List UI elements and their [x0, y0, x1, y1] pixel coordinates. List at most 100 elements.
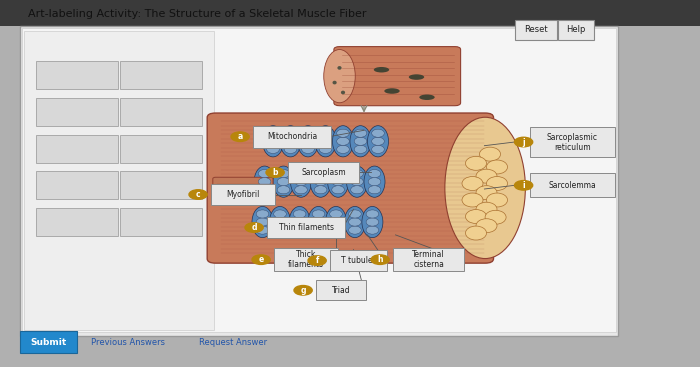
Ellipse shape [295, 186, 307, 194]
Ellipse shape [349, 226, 361, 234]
FancyBboxPatch shape [36, 171, 118, 199]
Ellipse shape [350, 126, 371, 157]
Text: Art-labeling Activity: The Structure of a Skeletal Muscle Fiber: Art-labeling Activity: The Structure of … [28, 9, 367, 19]
FancyBboxPatch shape [514, 20, 557, 40]
Ellipse shape [466, 156, 486, 170]
Ellipse shape [273, 166, 294, 197]
Text: f: f [316, 256, 318, 265]
Ellipse shape [337, 66, 342, 70]
Ellipse shape [466, 226, 486, 240]
Ellipse shape [476, 202, 497, 216]
Ellipse shape [351, 178, 363, 186]
Ellipse shape [319, 129, 332, 137]
Circle shape [266, 168, 284, 177]
Text: e: e [258, 255, 264, 264]
FancyBboxPatch shape [253, 126, 331, 148]
Text: Myofibril: Myofibril [227, 190, 260, 199]
Ellipse shape [486, 160, 507, 174]
Text: Sarcolemma: Sarcolemma [548, 181, 596, 190]
Ellipse shape [354, 137, 367, 145]
Text: b: b [272, 168, 278, 177]
Ellipse shape [349, 218, 361, 226]
Ellipse shape [267, 137, 279, 145]
Ellipse shape [319, 137, 332, 145]
FancyBboxPatch shape [36, 208, 118, 236]
Text: Sarcoplasmic
reticulum: Sarcoplasmic reticulum [547, 132, 598, 152]
Ellipse shape [326, 206, 346, 238]
Ellipse shape [374, 67, 389, 72]
FancyBboxPatch shape [120, 208, 202, 236]
Ellipse shape [270, 206, 290, 238]
Ellipse shape [445, 117, 525, 258]
Ellipse shape [277, 186, 290, 194]
Ellipse shape [366, 218, 379, 226]
Text: j: j [522, 138, 525, 146]
Ellipse shape [267, 145, 279, 153]
Ellipse shape [262, 126, 284, 157]
Ellipse shape [315, 126, 336, 157]
FancyBboxPatch shape [274, 248, 338, 271]
Circle shape [308, 256, 326, 265]
FancyBboxPatch shape [330, 250, 387, 271]
Circle shape [252, 255, 270, 264]
Ellipse shape [419, 95, 435, 100]
Ellipse shape [384, 88, 400, 94]
Ellipse shape [337, 137, 349, 145]
Ellipse shape [366, 226, 379, 234]
Text: Previous Answers: Previous Answers [91, 338, 165, 347]
Ellipse shape [330, 210, 342, 218]
FancyBboxPatch shape [288, 162, 359, 183]
Ellipse shape [337, 129, 349, 137]
Text: Reset: Reset [524, 25, 547, 34]
Text: h: h [377, 255, 383, 264]
Circle shape [245, 223, 263, 232]
Ellipse shape [346, 166, 368, 197]
Ellipse shape [312, 226, 325, 234]
Ellipse shape [308, 206, 329, 238]
Ellipse shape [337, 145, 349, 153]
Text: a: a [237, 132, 243, 141]
Circle shape [514, 137, 533, 147]
Ellipse shape [256, 226, 269, 234]
Text: i: i [522, 181, 525, 190]
Ellipse shape [476, 186, 497, 200]
Text: Mitochondria: Mitochondria [267, 132, 317, 141]
FancyBboxPatch shape [211, 184, 275, 205]
FancyBboxPatch shape [334, 47, 461, 106]
Text: g: g [300, 286, 306, 295]
Text: T tubules: T tubules [341, 256, 377, 265]
Ellipse shape [310, 166, 331, 197]
Ellipse shape [462, 177, 483, 190]
FancyBboxPatch shape [36, 135, 118, 163]
FancyBboxPatch shape [20, 26, 618, 336]
FancyBboxPatch shape [558, 20, 594, 40]
Text: Submit: Submit [31, 338, 66, 347]
FancyBboxPatch shape [267, 217, 345, 238]
Ellipse shape [362, 206, 383, 238]
Ellipse shape [274, 226, 286, 234]
Text: Triad: Triad [332, 286, 351, 295]
Ellipse shape [344, 206, 365, 238]
Ellipse shape [332, 170, 344, 178]
Ellipse shape [349, 210, 361, 218]
Ellipse shape [258, 170, 271, 178]
Ellipse shape [351, 170, 363, 178]
FancyBboxPatch shape [120, 171, 202, 199]
FancyBboxPatch shape [36, 98, 118, 126]
Ellipse shape [368, 126, 388, 157]
Ellipse shape [409, 74, 424, 80]
Ellipse shape [332, 81, 337, 84]
Ellipse shape [372, 145, 384, 153]
Text: Thick
filaments: Thick filaments [288, 250, 324, 269]
Ellipse shape [302, 129, 314, 137]
Circle shape [294, 286, 312, 295]
Ellipse shape [480, 147, 500, 161]
Ellipse shape [372, 129, 384, 137]
Ellipse shape [476, 219, 497, 233]
Ellipse shape [274, 218, 286, 226]
FancyBboxPatch shape [36, 61, 118, 89]
Ellipse shape [366, 210, 379, 218]
Ellipse shape [314, 170, 327, 178]
Text: Help: Help [566, 25, 585, 34]
FancyBboxPatch shape [120, 98, 202, 126]
